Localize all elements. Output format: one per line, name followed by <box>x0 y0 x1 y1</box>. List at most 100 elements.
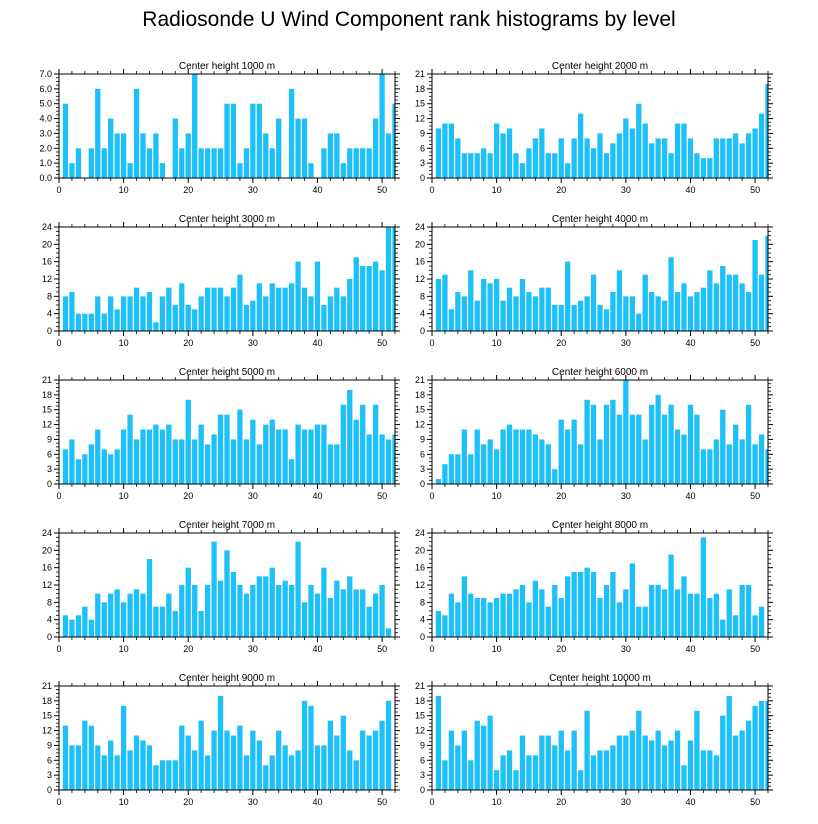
histogram-bar <box>584 138 590 178</box>
y-tick-label: 1.0 <box>39 158 52 168</box>
histogram-bar <box>577 770 584 790</box>
histogram-bar <box>468 270 474 331</box>
histogram-bar <box>127 163 133 178</box>
histogram-bar <box>192 439 198 484</box>
histogram-bar <box>616 270 623 331</box>
histogram-bar <box>334 444 340 484</box>
histogram-bar <box>88 148 94 178</box>
histogram-bar <box>263 576 269 637</box>
histogram-bar <box>256 283 262 331</box>
histogram-bar <box>513 153 519 178</box>
histogram-bar <box>539 589 545 637</box>
histogram-bar <box>101 449 107 484</box>
histogram-bar <box>166 593 172 637</box>
histogram-bar <box>629 414 635 484</box>
x-tick-label: 50 <box>377 338 387 348</box>
histogram-bar <box>295 118 301 178</box>
histogram-bar <box>493 449 500 484</box>
x-tick-label: 10 <box>119 491 129 501</box>
histogram-bar <box>713 439 719 484</box>
histogram-bar <box>442 464 448 484</box>
y-tick-label: 0.0 <box>39 173 52 183</box>
panel-title: Center height 1000 m <box>179 61 275 72</box>
histogram-bar <box>250 585 256 637</box>
y-tick-label: 24 <box>415 222 425 232</box>
histogram-bar <box>448 309 455 331</box>
histogram-bar <box>204 755 211 790</box>
histogram-bar <box>681 283 687 331</box>
histogram-bar <box>687 296 694 331</box>
histogram-bar <box>114 133 120 178</box>
y-tick-label: 18 <box>415 84 425 94</box>
histogram-bar <box>474 720 480 790</box>
histogram-bar <box>372 730 379 790</box>
histogram-bar <box>565 163 571 178</box>
histogram-bar <box>133 735 140 790</box>
histogram-bar <box>353 760 359 790</box>
histogram-bar <box>211 148 217 178</box>
y-tick-label: 4 <box>47 615 52 625</box>
histogram-bar <box>597 305 603 331</box>
histogram-bar <box>610 143 616 178</box>
histogram-bar <box>506 424 513 484</box>
histogram-bar <box>500 300 506 331</box>
histogram-bar <box>288 755 295 790</box>
histogram-panel: Center height 7000 m 0 4 8 12 16 20 24 0 10 20 30 40… <box>42 520 400 654</box>
histogram-bar <box>340 163 346 178</box>
histogram-bar <box>256 444 262 484</box>
histogram-bar <box>674 589 681 637</box>
y-tick-label: 15 <box>415 405 425 415</box>
histogram-bar <box>733 274 739 331</box>
histogram-bar <box>360 730 366 790</box>
histogram-bar <box>217 414 224 484</box>
histogram-bar <box>519 163 526 178</box>
y-tick-label: 2.0 <box>39 143 52 153</box>
histogram-bar <box>250 103 256 178</box>
histogram-bar <box>455 138 461 178</box>
histogram-bar <box>552 153 558 178</box>
histogram-bar <box>552 745 558 790</box>
histogram-bar <box>347 148 353 178</box>
histogram-bar <box>263 133 269 178</box>
histogram-bar <box>694 593 700 637</box>
x-tick-label: 50 <box>750 491 760 501</box>
histogram-bar <box>571 419 577 484</box>
histogram-bar <box>288 585 295 637</box>
y-tick-label: 12 <box>42 274 52 284</box>
x-tick-label: 40 <box>312 797 322 807</box>
x-tick-label: 50 <box>750 797 760 807</box>
x-tick-label: 50 <box>377 491 387 501</box>
y-tick-label: 24 <box>415 528 425 538</box>
histogram-bar <box>694 153 700 178</box>
histogram-bar <box>314 261 321 331</box>
histogram-bar <box>603 309 610 331</box>
histogram-bar <box>539 439 545 484</box>
histogram-bar <box>545 735 551 790</box>
histogram-bar <box>204 148 211 178</box>
x-tick-label: 10 <box>492 185 502 195</box>
histogram-bar <box>127 414 133 484</box>
histogram-bar <box>442 760 448 790</box>
histogram-bar <box>82 720 88 790</box>
y-tick-label: 3 <box>47 464 52 474</box>
histogram-bar <box>442 274 448 331</box>
histogram-bar <box>243 148 250 178</box>
histogram-bar <box>88 444 94 484</box>
histogram-bar <box>392 434 395 484</box>
histogram-bar <box>674 123 681 178</box>
histogram-bar <box>590 404 597 484</box>
y-tick-label: 4.0 <box>39 114 52 124</box>
histogram-bar <box>474 300 480 331</box>
histogram-bar <box>75 615 82 637</box>
histogram-bar <box>360 589 366 637</box>
histogram-bar <box>379 74 385 178</box>
histogram-bar <box>75 459 82 484</box>
y-tick-label: 12 <box>42 726 52 736</box>
histogram-bar <box>250 419 256 484</box>
histogram-bar <box>204 444 211 484</box>
histogram-bar <box>101 313 107 331</box>
x-tick-label: 20 <box>556 797 566 807</box>
y-tick-label: 0 <box>420 173 425 183</box>
y-tick-label: 24 <box>42 528 52 538</box>
histogram-bar <box>558 730 564 790</box>
